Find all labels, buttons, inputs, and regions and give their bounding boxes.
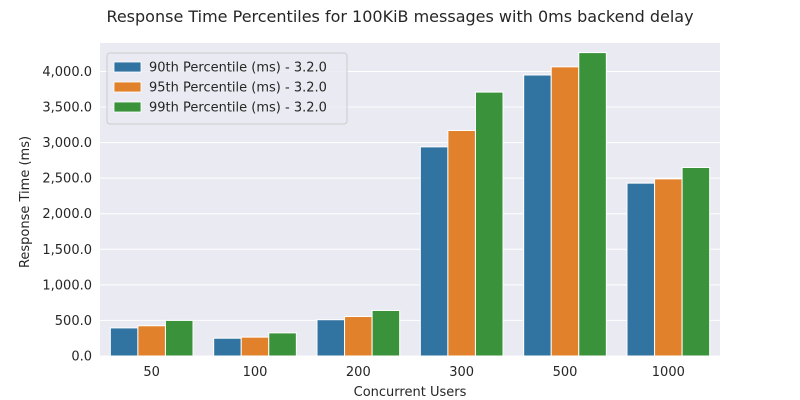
- bar-p99: [474, 91, 504, 357]
- legend-label: 90th Percentile (ms) - 3.2.0: [149, 61, 327, 76]
- bar-p90: [626, 182, 656, 357]
- y-axis-ticks: 0.0 500.0 1,000.0 1,500.0 2,000.0 2,500.0 3,00…: [42, 65, 92, 365]
- y-tick-label: 500.0: [55, 314, 92, 329]
- bars: [109, 52, 711, 357]
- legend-swatch: [113, 101, 142, 113]
- legend-label: 99th Percentile (ms) - 3.2.0: [149, 101, 327, 116]
- x-tick-label: 100: [243, 365, 268, 380]
- chart-title: Response Time Percentiles for 100KiB mes…: [106, 7, 693, 26]
- y-tick-label: 3,000.0: [42, 136, 92, 151]
- y-tick-label: 0.0: [71, 350, 92, 365]
- bar-p90: [213, 337, 242, 357]
- y-tick-label: 2,000.0: [42, 207, 92, 222]
- y-tick-label: 2,500.0: [42, 172, 92, 187]
- bar-p95: [447, 129, 476, 357]
- bar-p99: [268, 332, 297, 357]
- bar-p95: [240, 336, 270, 357]
- bar-p90: [109, 327, 139, 357]
- legend: 90th Percentile (ms) - 3.2.0 95th Percent…: [106, 52, 348, 125]
- x-tick-label: 300: [449, 365, 474, 380]
- legend-box: [106, 52, 348, 125]
- y-axis-label: Response Time (ms): [18, 136, 33, 268]
- y-tick-label: 1,000.0: [42, 278, 92, 293]
- bar-p95: [654, 178, 683, 357]
- x-tick-label: 500: [553, 365, 578, 380]
- bar-p95: [344, 316, 373, 357]
- y-tick-label: 3,500.0: [42, 101, 92, 116]
- x-axis-label: Concurrent Users: [354, 385, 467, 400]
- y-tick-label: 1,500.0: [42, 243, 92, 258]
- bar-p99: [681, 166, 711, 357]
- bar-p90: [316, 319, 346, 357]
- x-axis-ticks: 50 100 200 300 500 1000: [143, 365, 684, 380]
- legend-label: 95th Percentile (ms) - 3.2.0: [149, 81, 327, 96]
- legend-swatch: [113, 81, 142, 93]
- x-tick-label: 50: [143, 365, 160, 380]
- bar-p95: [550, 66, 580, 357]
- legend-swatch: [113, 61, 142, 73]
- bar-p99: [578, 52, 607, 357]
- y-tick-label: 4,000.0: [42, 65, 92, 80]
- bar-p99: [371, 309, 401, 357]
- bar-p90: [419, 146, 449, 357]
- bar-p90: [523, 74, 552, 357]
- bar-p95: [137, 325, 166, 357]
- x-tick-label: 1000: [652, 365, 685, 380]
- bar-p99: [164, 319, 194, 357]
- x-tick-label: 200: [346, 365, 371, 380]
